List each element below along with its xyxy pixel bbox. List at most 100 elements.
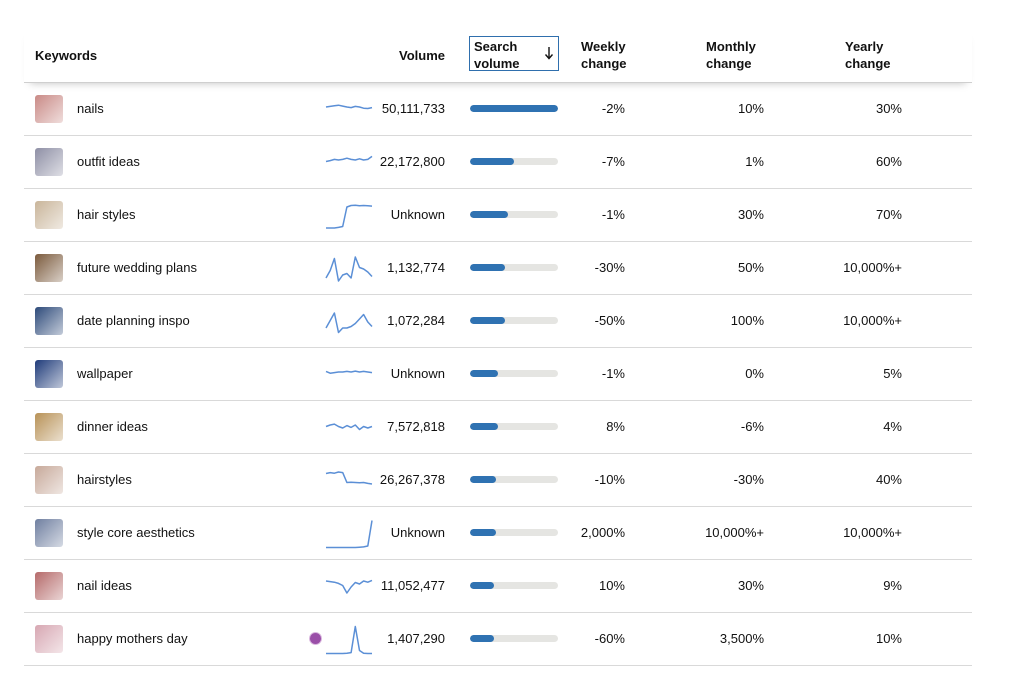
weekly-change-value: -60% [594,631,625,646]
table-row[interactable]: nails 50,111,733 -2% 10% 30% [24,83,972,136]
yearly-change-value: 9% [883,578,902,593]
search-volume-bar [470,105,558,112]
search-volume-bar [470,582,558,589]
yearly-change-value: 10,000%+ [843,260,902,275]
weekly-change-value: 10% [598,578,625,593]
volume-value: 22,172,800 [379,154,445,169]
trend-sparkline [325,471,373,485]
monthly-change-value: 30% [737,578,764,593]
search-volume-bar-fill [470,158,514,165]
search-volume-bar-fill [470,582,494,589]
yearly-change-value: 40% [875,472,902,487]
weekly-change-value: 8% [606,419,625,434]
table-row[interactable]: outfit ideas 22,172,800 -7% 1% 60% [24,136,972,189]
keyword-label[interactable]: nails [77,101,104,116]
table-row[interactable]: future wedding plans 1,132,774 -30% 50% … [24,242,972,295]
weekly-change-label: Weekly change [581,39,627,71]
keyword-label[interactable]: nail ideas [77,578,132,593]
sparkline-path [325,104,373,110]
trend-sparkline [325,579,373,594]
table-row[interactable]: hairstyles 26,267,378 -10% -30% 40% [24,454,972,507]
volume-value: Unknown [390,366,445,381]
volume-value: Unknown [390,525,445,540]
monthly-change-value: 0% [745,366,764,381]
sparkline-path [325,579,373,594]
monthly-change-value: -6% [740,419,764,434]
table-row[interactable]: date planning inspo 1,072,284 -50% 100% … [24,295,972,348]
keyword-thumbnail [35,625,63,653]
monthly-change-value: 10% [737,101,764,116]
weekly-change-value: -7% [601,154,625,169]
search-volume-bar [470,529,558,536]
trend-sparkline [325,312,373,334]
keyword-label[interactable]: wallpaper [77,366,133,381]
keyword-label[interactable]: hairstyles [77,472,132,487]
arrow-down-icon [544,47,554,60]
trend-sparkline [325,370,373,374]
keyword-label[interactable]: future wedding plans [77,260,197,275]
sparkline-path [325,423,373,431]
search-volume-bar [470,317,558,324]
search-volume-bar [470,158,558,165]
monthly-change-value: 100% [730,313,764,328]
keyword-label[interactable]: outfit ideas [77,154,140,169]
column-header-monthly-change[interactable]: Monthly change [706,38,766,72]
yearly-change-value: 70% [875,207,902,222]
keyword-thumbnail [35,95,63,123]
monthly-change-value: 1% [745,154,764,169]
keyword-label[interactable]: hair styles [77,207,136,222]
search-volume-bar [470,370,558,377]
sparkline-path [326,625,372,655]
trend-sparkline [325,155,373,163]
weekly-change-value: -1% [601,207,625,222]
volume-value: 50,111,733 [381,101,445,116]
column-header-search-volume[interactable]: Search volume [469,36,559,71]
monthly-change-value: 50% [737,260,764,275]
search-volume-bar-fill [470,529,497,536]
keyword-label[interactable]: style core aesthetics [77,525,195,540]
trend-sparkline [325,104,373,110]
monthly-change-value: 10,000%+ [705,525,764,540]
table-row[interactable]: happy mothers day 1,407,290 -60% 3,500% … [24,613,972,666]
weekly-change-value: -10% [594,472,625,487]
table-row[interactable]: style core aesthetics Unknown 2,000% 10,… [24,507,972,560]
keyword-label[interactable]: dinner ideas [77,419,148,434]
trend-sparkline [325,256,373,282]
keyword-thumbnail [35,413,63,441]
search-volume-bar-fill [470,635,494,642]
table-header: Keywords Volume Search volume Weekly cha… [24,28,972,83]
volume-value: Unknown [390,207,445,222]
sparkline-path [326,520,373,549]
yearly-change-label: Yearly change [845,39,891,71]
keyword-thumbnail [35,519,63,547]
volume-value: 7,572,818 [387,419,445,434]
search-volume-bar [470,476,558,483]
search-volume-bar [470,635,558,642]
table-row[interactable]: nail ideas 11,052,477 10% 30% 9% [24,560,972,613]
search-volume-bar [470,211,558,218]
keyword-label[interactable]: date planning inspo [77,313,190,328]
column-header-yearly-change[interactable]: Yearly change [845,38,895,72]
weekly-change-value: -50% [594,313,625,328]
monthly-change-label: Monthly change [706,39,756,71]
column-header-volume[interactable]: Volume [399,48,445,63]
sparkline-path [325,312,373,334]
volume-value: 1,132,774 [387,260,445,275]
weekly-change-value: -30% [594,260,625,275]
table-row[interactable]: dinner ideas 7,572,818 8% -6% 4% [24,401,972,454]
yearly-change-value: 10,000%+ [843,525,902,540]
search-volume-bar-fill [470,423,499,430]
table-row[interactable]: wallpaper Unknown -1% 0% 5% [24,348,972,401]
column-header-keywords[interactable]: Keywords [35,48,98,63]
table-row[interactable]: hair styles Unknown -1% 30% 70% [24,189,972,242]
keyword-list: nails 50,111,733 -2% 10% 30% outfit idea… [24,83,972,666]
monthly-change-value: 3,500% [719,631,764,646]
column-header-weekly-change[interactable]: Weekly change [581,38,631,72]
weekly-change-value: -2% [601,101,625,116]
search-volume-bar-fill [470,211,508,218]
keyword-label[interactable]: happy mothers day [77,631,188,646]
keyword-thumbnail [35,360,63,388]
sparkline-path [325,471,373,485]
search-volume-bar [470,264,558,271]
volume-value: 1,072,284 [387,313,445,328]
